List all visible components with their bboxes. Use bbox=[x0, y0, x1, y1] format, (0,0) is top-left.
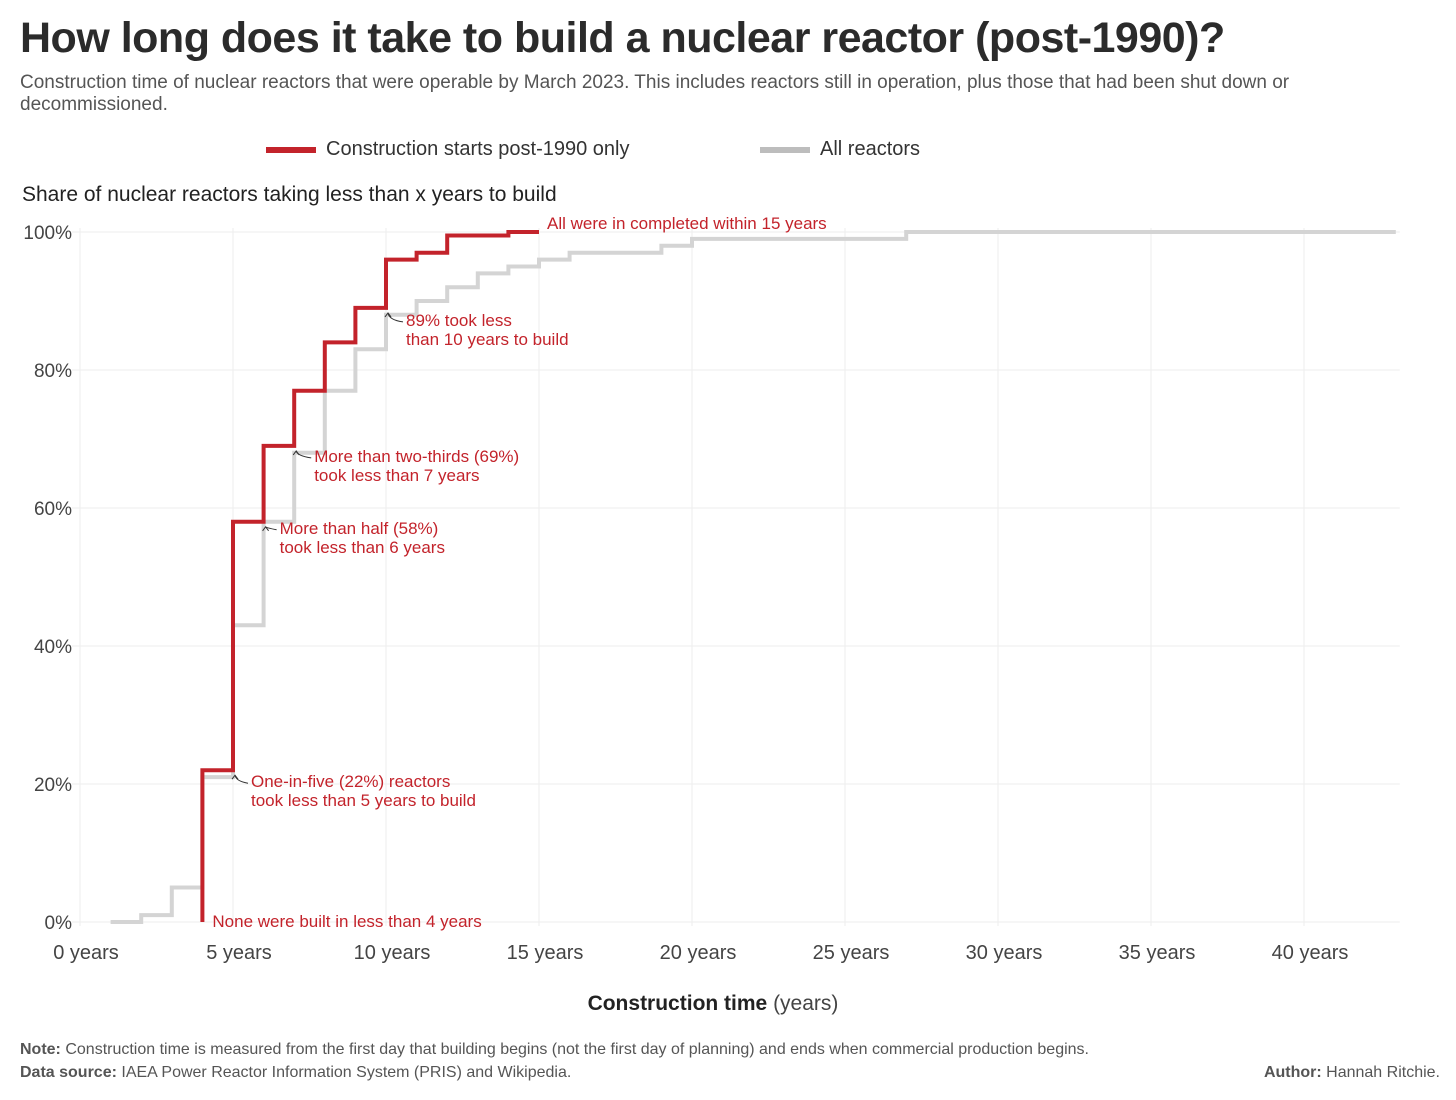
chart-subtitle: Construction time of nuclear reactors th… bbox=[20, 72, 1290, 115]
plot-title: Share of nuclear reactors taking less th… bbox=[22, 183, 557, 206]
annotation-text: than 10 years to build bbox=[406, 330, 569, 349]
legend: Construction starts post-1990 only All r… bbox=[0, 138, 1456, 168]
x-tick-label: 15 years bbox=[507, 942, 584, 964]
footer-note: Note: Construction time is measured from… bbox=[20, 1041, 1440, 1059]
annotation-text: More than two-thirds (69%) bbox=[314, 447, 519, 466]
annotation-text: More than half (58%) bbox=[280, 519, 439, 538]
author-label: Author: bbox=[1263, 1064, 1322, 1081]
annotation-arrowhead bbox=[231, 774, 239, 780]
author-text: Hannah Ritchie. bbox=[1321, 1064, 1440, 1081]
annotation-text: 89% took less bbox=[406, 311, 512, 330]
series-group bbox=[110, 230, 1396, 924]
annotation-text: All were in completed within 15 years bbox=[547, 214, 827, 233]
legend-label-post-1990: Construction starts post-1990 only bbox=[326, 138, 630, 160]
series-line-post-1990 bbox=[200, 230, 539, 922]
annotation-text: took less than 7 years bbox=[314, 466, 479, 485]
x-tick-label: 40 years bbox=[1272, 942, 1349, 964]
x-tick-label: 35 years bbox=[1119, 942, 1196, 964]
legend-label-all-reactors: All reactors bbox=[820, 138, 921, 160]
annotation-arrowhead bbox=[262, 525, 269, 532]
y-axis: 0% 20% 40% 60% 80% 100% bbox=[23, 223, 72, 934]
note-label: Note: bbox=[20, 1041, 61, 1058]
x-axis: 0 years 5 years 10 years 15 years 20 years 25… bbox=[53, 942, 1348, 964]
y-tick-label: 80% bbox=[34, 361, 72, 382]
x-tick-label: 10 years bbox=[354, 942, 431, 964]
legend-item-all-reactors: All reactors bbox=[760, 138, 920, 161]
note-text: Construction time is measured from the f… bbox=[60, 1041, 1089, 1058]
y-tick-label: 40% bbox=[34, 637, 72, 658]
source-text: IAEA Power Reactor Information System (P… bbox=[116, 1064, 572, 1081]
x-tick-label: 5 years bbox=[206, 942, 272, 964]
x-axis-label: Construction time (years) bbox=[588, 992, 839, 1015]
source-label: Data source: bbox=[20, 1064, 117, 1081]
x-tick-label: 0 years bbox=[53, 942, 119, 964]
x-axis-label-unit: (years) bbox=[767, 992, 838, 1015]
legend-swatch-post-1990 bbox=[266, 146, 316, 153]
chart-title: How long does it take to build a nuclear… bbox=[20, 14, 1225, 62]
legend-swatch-all-reactors bbox=[760, 146, 810, 153]
annotation-text: One-in-five (22%) reactors bbox=[251, 772, 450, 791]
y-tick-label: 20% bbox=[34, 775, 72, 796]
annotation-text: took less than 5 years to build bbox=[251, 791, 476, 810]
x-tick-label: 30 years bbox=[966, 942, 1043, 964]
footer-author: Author: Hannah Ritchie. bbox=[1264, 1064, 1440, 1082]
series-line-all-reactors bbox=[110, 230, 1396, 924]
y-tick-label: 100% bbox=[23, 223, 72, 244]
grid bbox=[72, 228, 1400, 926]
footer-source: Data source: IAEA Power Reactor Informat… bbox=[20, 1064, 1440, 1082]
y-tick-label: 0% bbox=[45, 913, 73, 934]
annotation-arrowhead bbox=[384, 312, 392, 318]
y-tick-label: 60% bbox=[34, 499, 72, 520]
annotation-arrowhead bbox=[292, 450, 300, 456]
x-axis-label-main: Construction time bbox=[588, 992, 768, 1015]
annotations: All were in completed within 15 years 89%… bbox=[212, 214, 826, 931]
annotation-text: None were built in less than 4 years bbox=[212, 912, 481, 931]
annotation-text: took less than 6 years bbox=[280, 538, 445, 557]
x-tick-label: 20 years bbox=[660, 942, 737, 964]
x-tick-label: 25 years bbox=[813, 942, 890, 964]
annotation-arrow bbox=[234, 775, 249, 784]
legend-item-post-1990: Construction starts post-1990 only bbox=[266, 138, 630, 161]
